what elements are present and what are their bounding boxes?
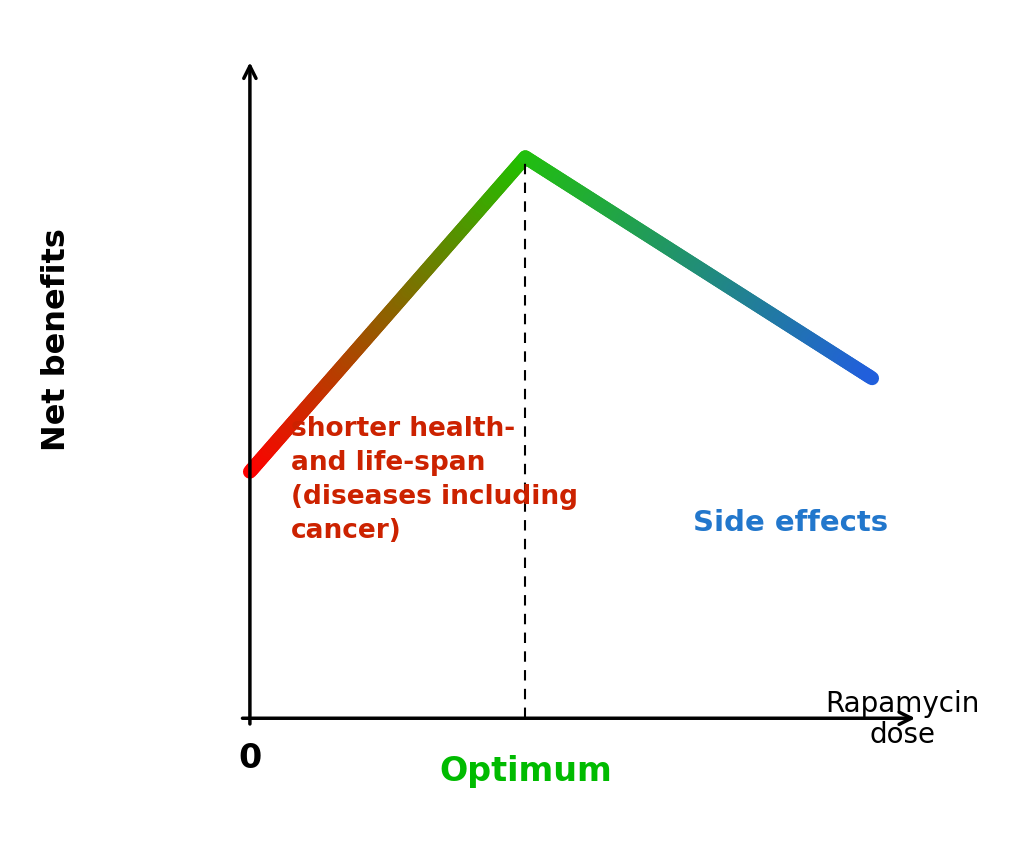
Text: cancer): cancer) [290,518,401,544]
Text: Net benefits: Net benefits [41,229,71,451]
Text: and life-span: and life-span [290,450,485,476]
Text: Rapamycin: Rapamycin [824,690,979,717]
Text: shorter health-: shorter health- [290,416,515,442]
Text: Side effects: Side effects [692,509,888,536]
Text: (diseases including: (diseases including [290,484,577,510]
Text: dose: dose [869,722,934,749]
Text: Optimum: Optimum [438,756,611,788]
Text: 0: 0 [238,742,261,774]
